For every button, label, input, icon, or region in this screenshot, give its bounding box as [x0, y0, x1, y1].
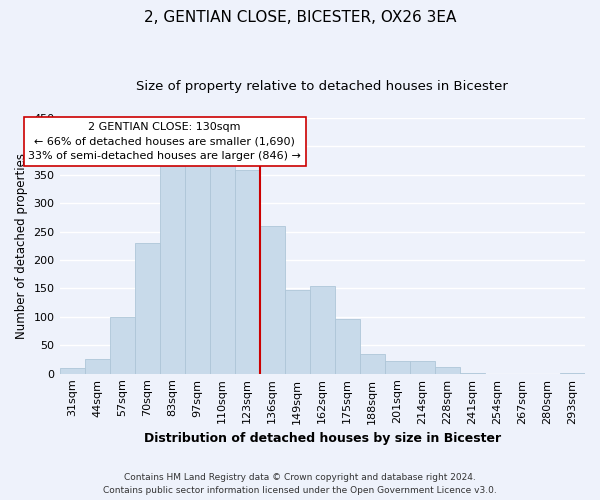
Bar: [185, 164, 209, 374]
Bar: [385, 361, 410, 374]
Bar: [285, 290, 310, 374]
X-axis label: Distribution of detached houses by size in Bicester: Distribution of detached houses by size …: [144, 432, 501, 445]
Bar: [59, 368, 85, 374]
Bar: [310, 286, 335, 374]
Text: Contains HM Land Registry data © Crown copyright and database right 2024.
Contai: Contains HM Land Registry data © Crown c…: [103, 474, 497, 495]
Bar: [160, 166, 185, 374]
Bar: [235, 170, 260, 374]
Bar: [560, 372, 585, 374]
Text: 2 GENTIAN CLOSE: 130sqm
← 66% of detached houses are smaller (1,690)
33% of semi: 2 GENTIAN CLOSE: 130sqm ← 66% of detache…: [28, 122, 301, 162]
Bar: [410, 361, 435, 374]
Bar: [460, 372, 485, 374]
Y-axis label: Number of detached properties: Number of detached properties: [15, 152, 28, 338]
Text: 2, GENTIAN CLOSE, BICESTER, OX26 3EA: 2, GENTIAN CLOSE, BICESTER, OX26 3EA: [144, 10, 456, 25]
Bar: [260, 226, 285, 374]
Bar: [134, 243, 160, 374]
Bar: [110, 317, 134, 374]
Bar: [435, 368, 460, 374]
Bar: [85, 360, 110, 374]
Bar: [335, 319, 360, 374]
Bar: [209, 162, 235, 374]
Bar: [360, 354, 385, 374]
Title: Size of property relative to detached houses in Bicester: Size of property relative to detached ho…: [136, 80, 508, 93]
